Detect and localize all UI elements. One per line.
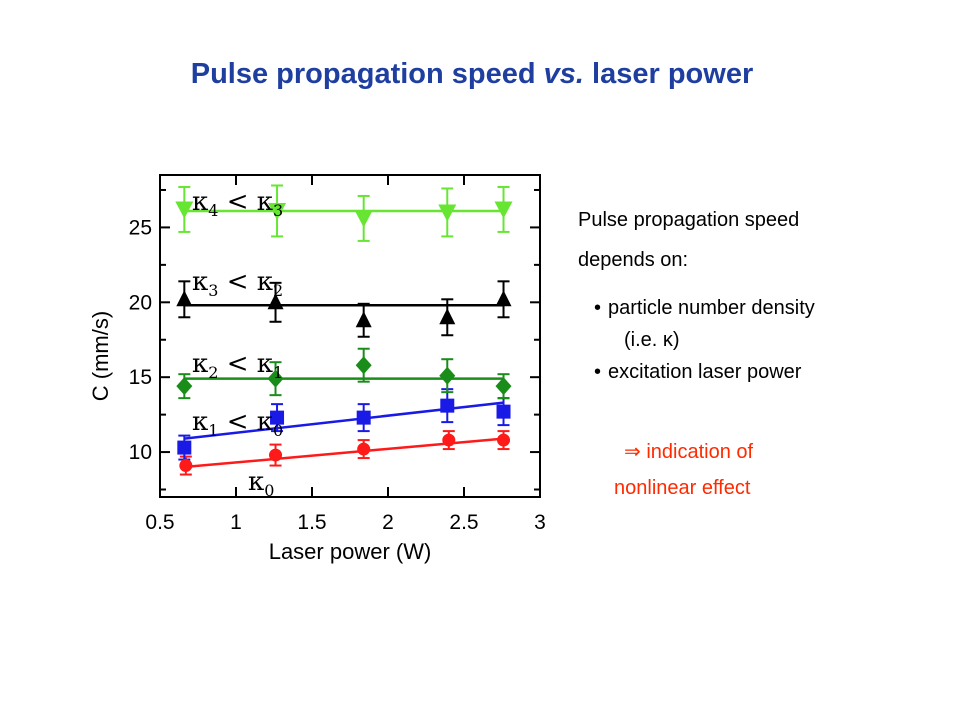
data-point [176, 377, 193, 396]
kappa-label: κ1 < κ0 [192, 407, 283, 440]
data-point [495, 290, 512, 307]
data-point [439, 308, 456, 325]
data-point [354, 210, 373, 228]
bullet-list: particle number density (i.e. κ) excitat… [578, 292, 938, 388]
kappa-label: κ3 < κ2 [192, 267, 283, 300]
data-point [439, 366, 456, 385]
plot-frame [159, 174, 541, 498]
data-point [440, 398, 455, 413]
data-point [357, 442, 371, 456]
data-point [269, 448, 283, 462]
bullet-laser-power: excitation laser power [594, 356, 938, 388]
data-point [268, 202, 287, 220]
fit-line [184, 437, 504, 469]
tick-labels: 0.5 1 1.5 2 2.5 3 10 15 20 25 [129, 216, 546, 534]
data-point [438, 204, 457, 222]
axis-ticks [159, 175, 541, 497]
data-point [356, 410, 371, 425]
title-part-2: laser power [583, 58, 754, 90]
data-point [496, 404, 511, 419]
data-point [176, 290, 193, 307]
conclusion: ⇒ indication of nonlinear effect [578, 434, 938, 506]
intro-line-1: Pulse propagation speed [578, 209, 800, 231]
x-axis-label: Laser power (W) [269, 539, 432, 564]
data-point [270, 410, 285, 425]
y-tick-label: 25 [129, 216, 152, 239]
kappa-label: κ4 < κ3 [192, 187, 283, 220]
y-axis-label: C (mm/s) [88, 311, 113, 401]
x-tick-label: 1.5 [297, 511, 326, 534]
data-point [267, 369, 284, 388]
bullet-density-note: (i.e. κ) [624, 329, 680, 351]
kappa-label: κ2 < κ1 [192, 349, 283, 382]
y-tick-label: 20 [129, 291, 152, 314]
x-tick-label: 3 [534, 511, 546, 534]
data-point [497, 433, 511, 447]
y-tick-label: 15 [129, 366, 152, 389]
intro-line-2: depends on: [578, 249, 689, 271]
data-point [267, 293, 284, 310]
conclusion-line-1: ⇒ indication of [624, 441, 754, 463]
kappa-label: κ0 [248, 467, 274, 500]
kappa-labels: κ0 κ1 < κ0 κ2 < κ1 κ3 < κ2 κ4 < κ3 [192, 187, 283, 500]
y-tick-label: 10 [129, 441, 152, 464]
x-tick-label: 2.5 [449, 511, 478, 534]
data-markers [175, 201, 513, 473]
x-tick-label: 1 [230, 511, 242, 534]
title-part-1: Pulse propagation speed [190, 58, 544, 90]
x-tick-label: 0.5 [145, 511, 174, 534]
side-text: Pulse propagation speed depends on: part… [578, 200, 938, 506]
slide-title: Pulse propagation speed vs. laser power [0, 58, 944, 91]
data-point [494, 201, 513, 219]
data-point [495, 377, 512, 396]
data-point [177, 440, 192, 455]
conclusion-line-2: nonlinear effect [614, 477, 751, 499]
data-point [175, 201, 194, 219]
data-point [355, 311, 372, 328]
bullet-density: particle number density [594, 292, 938, 324]
x-tick-label: 2 [382, 511, 394, 534]
title-vs: vs. [543, 58, 584, 90]
data-point [179, 459, 193, 473]
plot-border [159, 174, 541, 498]
data-point [442, 433, 456, 447]
data-point [355, 356, 372, 375]
